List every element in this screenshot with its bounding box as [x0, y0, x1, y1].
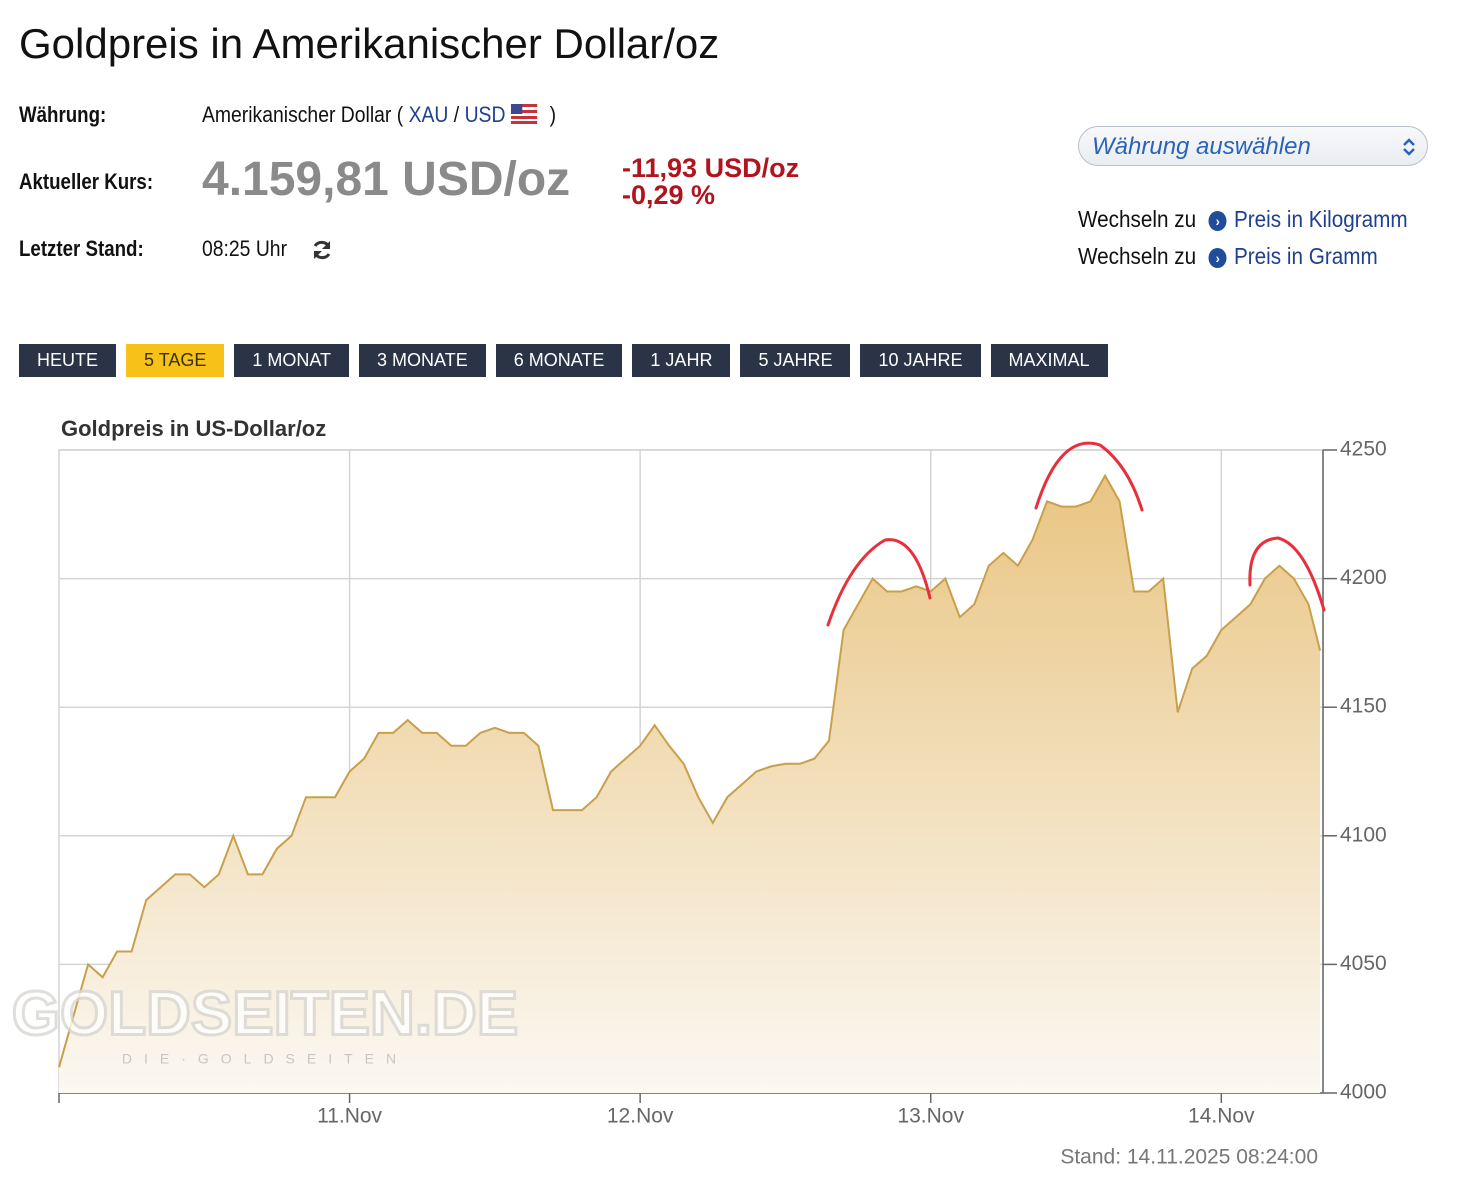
y-tick-label: 4200 — [1340, 566, 1387, 589]
chart-title: Goldpreis in US-Dollar/oz — [61, 416, 326, 441]
area — [59, 475, 1321, 1093]
x-tick-label: 11.Nov — [317, 1105, 382, 1128]
watermark-sub: DIE·GOLDSEITEN — [122, 1051, 408, 1067]
select-arrows — [1403, 138, 1415, 156]
switch-prefix: Wechseln zu — [1078, 243, 1197, 269]
paren-close: ) — [549, 102, 557, 127]
currency-label: Währung: — [19, 102, 107, 127]
y-tick-label: 4100 — [1340, 823, 1387, 846]
range-button[interactable]: 1 JAHR — [632, 344, 731, 377]
us-flag — [510, 104, 538, 124]
switch-link[interactable]: Preis in Kilogramm — [1233, 206, 1408, 232]
range-button[interactable]: 6 MONATE — [495, 344, 623, 377]
range-button[interactable]: 5 TAGE — [126, 344, 225, 377]
y-tick-label: 4250 — [1340, 438, 1387, 461]
stand-time: 08:25 Uhr — [202, 236, 288, 261]
x-tick-label: 14.Nov — [1188, 1105, 1255, 1128]
y-tick-label: 4000 — [1340, 1081, 1387, 1104]
switch-icon: › — [1208, 211, 1227, 231]
switch-prefix: Wechseln zu — [1078, 206, 1197, 232]
xau-link[interactable]: XAU — [408, 102, 449, 127]
switch-row: Wechseln zu › Preis in Gramm — [1078, 243, 1378, 270]
separator: / — [453, 102, 460, 127]
currency-name: Amerikanischer Dollar ( — [202, 102, 404, 127]
switch-link[interactable]: Preis in Gramm — [1233, 243, 1378, 269]
watermark: GOLDSEITEN.DE — [12, 979, 518, 1048]
select-label: Währung auswählen — [1092, 133, 1311, 160]
chart-footer: Stand: 14.11.2025 08:24:00 — [1060, 1146, 1318, 1169]
y-tick-label: 4150 — [1340, 695, 1387, 718]
range-button[interactable]: 10 JAHRE — [860, 344, 981, 377]
change-absolute: -11,93 USD/oz — [622, 153, 800, 183]
range-button[interactable]: 5 JAHRE — [740, 344, 851, 377]
switch-icon: › — [1208, 248, 1227, 268]
y-tick-label: 4050 — [1340, 952, 1387, 975]
page-title: Goldpreis in Amerikanischer Dollar/oz — [19, 20, 720, 67]
switch-row: Wechseln zu › Preis in Kilogramm — [1078, 206, 1408, 233]
price: 4.159,81 USD/oz — [202, 153, 571, 206]
range-button[interactable]: 1 MONAT — [234, 344, 350, 377]
annotation-arcs — [826, 441, 1326, 627]
usd-link[interactable]: USD — [464, 102, 506, 127]
range-button[interactable]: MAXIMAL — [990, 344, 1108, 377]
refresh-icon[interactable] — [310, 238, 334, 262]
x-tick-label: 13.Nov — [897, 1105, 964, 1128]
price-label: Aktueller Kurs: — [19, 169, 154, 194]
currency-value: Amerikanischer Dollar ( XAU / USD ) — [202, 102, 556, 128]
range-buttons: HEUTE 5 TAGE 1 MONAT 3 MONATE 6 MONATE 1 JAHR… — [19, 344, 1108, 377]
stand-label: Letzter Stand: — [19, 236, 144, 261]
currency-select[interactable]: Währung auswählen — [1078, 126, 1428, 166]
chart: Goldpreis in US-Dollar/oz 4000 4050 4100 41… — [10, 416, 1387, 1169]
change-percent: -0,29 % — [622, 180, 716, 210]
x-tick-label: 12.Nov — [607, 1105, 674, 1128]
line — [58, 473, 1322, 1068]
range-button[interactable]: 3 MONATE — [359, 344, 486, 377]
range-button[interactable]: HEUTE — [19, 344, 117, 377]
